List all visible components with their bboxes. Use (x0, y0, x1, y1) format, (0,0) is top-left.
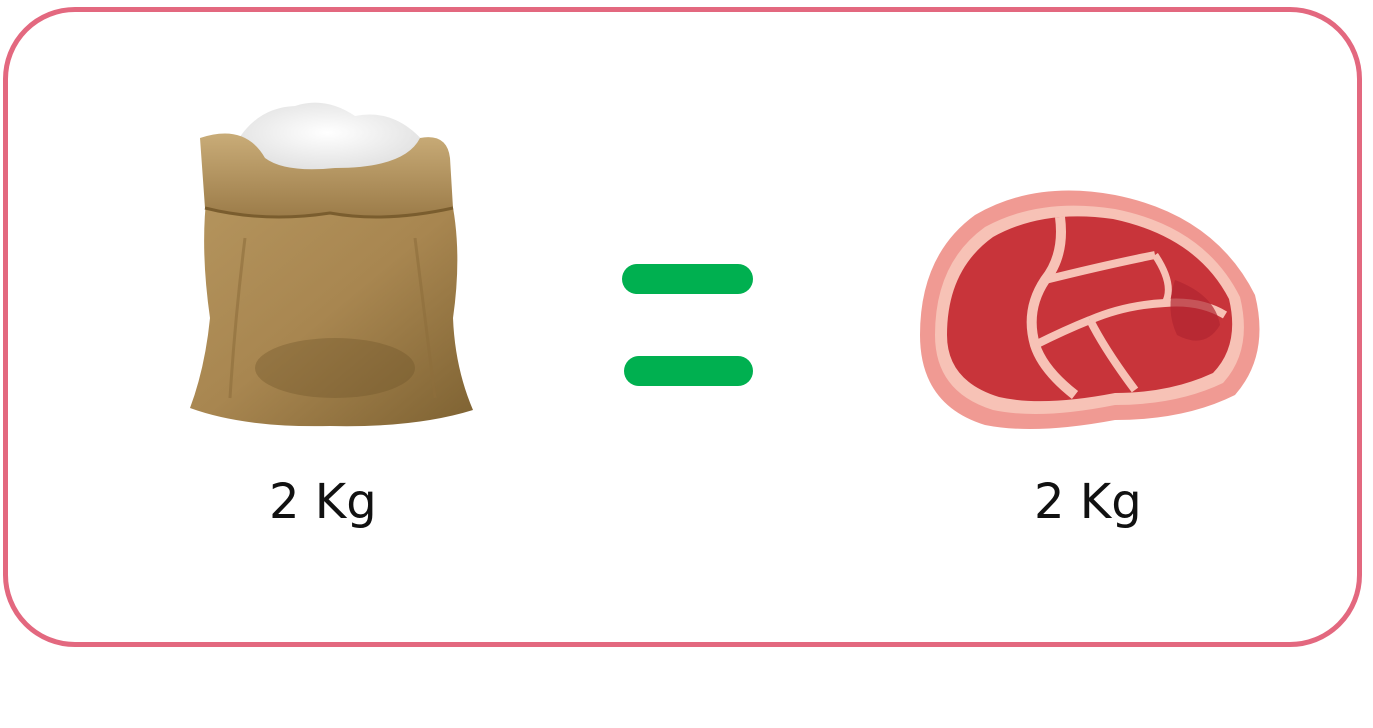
sack-of-flour-icon (185, 98, 475, 433)
equals-sign-icon (620, 262, 755, 390)
left-weight-label: 2 Kg (269, 474, 377, 530)
meat-steak-icon (915, 185, 1265, 440)
right-weight-label: 2 Kg (1034, 474, 1142, 530)
